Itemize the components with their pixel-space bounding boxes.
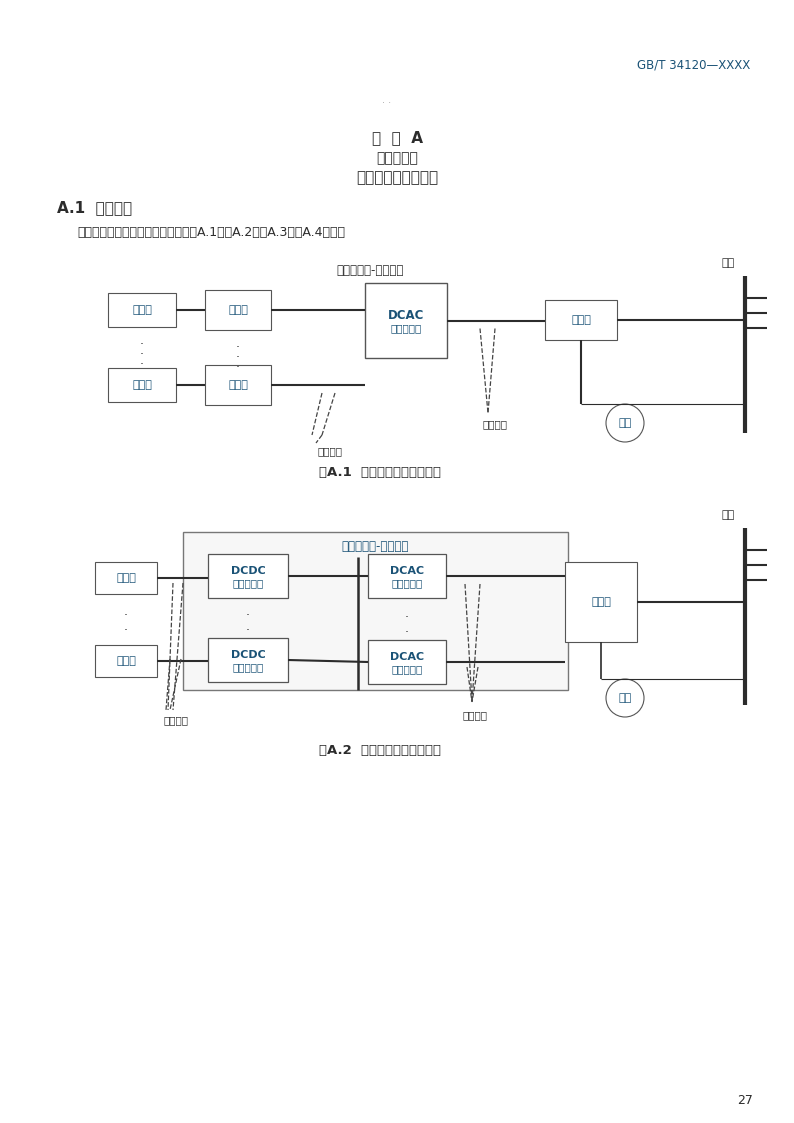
Text: 储能变流器-单级架构: 储能变流器-单级架构 — [337, 264, 403, 276]
Text: 储能变流器-双级架构: 储能变流器-双级架构 — [341, 539, 409, 553]
Text: 图A.1  单级变换架构典型拓扑: 图A.1 单级变换架构典型拓扑 — [319, 466, 441, 480]
Text: DCAC: DCAC — [387, 309, 424, 322]
Bar — [205, 365, 271, 405]
Bar — [368, 640, 446, 684]
Text: 储能变流器典型拓扑: 储能变流器典型拓扑 — [356, 171, 438, 185]
Bar — [108, 293, 176, 327]
Text: 交流端口: 交流端口 — [483, 419, 507, 429]
Bar — [95, 562, 157, 594]
Text: 双向变换器: 双向变换器 — [391, 323, 422, 334]
Text: ·: · — [140, 358, 144, 372]
Bar — [545, 300, 617, 340]
Text: 图A.2  双级变换架构典型拓扑: 图A.2 双级变换架构典型拓扑 — [319, 743, 441, 757]
Text: DCDC: DCDC — [230, 566, 265, 576]
Text: 电池簇: 电池簇 — [116, 656, 136, 666]
Text: 电池簇: 电池簇 — [132, 380, 152, 390]
Bar — [365, 283, 447, 358]
Bar — [208, 638, 288, 682]
Bar — [208, 554, 288, 599]
Text: . .: . . — [383, 95, 391, 104]
Text: DCAC: DCAC — [390, 566, 424, 576]
Bar — [205, 290, 271, 330]
Text: 负载: 负载 — [619, 693, 631, 703]
Text: ·: · — [140, 348, 144, 362]
Text: 直流端口: 直流端口 — [318, 446, 342, 456]
Bar — [368, 554, 446, 599]
Text: ·: · — [124, 624, 128, 638]
Text: ·: · — [236, 351, 240, 365]
Text: A.1  典型拓扑: A.1 典型拓扑 — [57, 201, 132, 216]
Text: 双向变换器: 双向变换器 — [391, 664, 422, 674]
Text: 交流端口: 交流端口 — [462, 710, 488, 720]
Text: 直流端口: 直流端口 — [164, 715, 188, 725]
Text: 储能变流器各架构典型拓扑结构如图A.1、图A.2、图A.3和图A.4所示。: 储能变流器各架构典型拓扑结构如图A.1、图A.2、图A.3和图A.4所示。 — [77, 227, 345, 239]
Text: 电池簇: 电池簇 — [116, 573, 136, 583]
Text: ·: · — [124, 610, 128, 622]
Bar — [193, 548, 566, 683]
Text: ·: · — [405, 627, 409, 639]
Text: ·: · — [236, 362, 240, 374]
Circle shape — [606, 679, 644, 716]
Text: ·: · — [246, 624, 250, 638]
Bar — [565, 562, 637, 642]
Text: 双向变换器: 双向变换器 — [233, 661, 264, 672]
Text: 变压器: 变压器 — [591, 597, 611, 608]
Text: GB/T 34120—XXXX: GB/T 34120—XXXX — [637, 58, 750, 71]
Text: 电网: 电网 — [722, 510, 734, 520]
Circle shape — [606, 404, 644, 442]
Text: ·: · — [140, 338, 144, 351]
Bar — [183, 532, 568, 690]
Text: 电池簇: 电池簇 — [132, 305, 152, 314]
Text: 双向变换器: 双向变换器 — [391, 578, 422, 588]
Text: 电网: 电网 — [722, 258, 734, 268]
Text: ·: · — [236, 341, 240, 355]
Text: DCAC: DCAC — [390, 652, 424, 661]
Text: 负载: 负载 — [619, 418, 631, 428]
Text: 附  录  A: 附 录 A — [372, 130, 422, 146]
Text: （资料性）: （资料性） — [376, 150, 418, 165]
Text: 双向变换器: 双向变换器 — [233, 578, 264, 588]
Text: 27: 27 — [737, 1094, 753, 1106]
Bar — [95, 645, 157, 677]
Text: 变压器: 变压器 — [571, 314, 591, 325]
Text: ·: · — [246, 610, 250, 622]
Text: 开关盒: 开关盒 — [228, 305, 248, 314]
Text: DCDC: DCDC — [230, 650, 265, 660]
Bar — [108, 368, 176, 402]
Text: ·: · — [405, 612, 409, 624]
Text: 开关盒: 开关盒 — [228, 380, 248, 390]
